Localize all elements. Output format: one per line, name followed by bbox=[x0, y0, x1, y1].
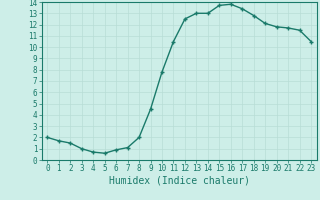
X-axis label: Humidex (Indice chaleur): Humidex (Indice chaleur) bbox=[109, 176, 250, 186]
